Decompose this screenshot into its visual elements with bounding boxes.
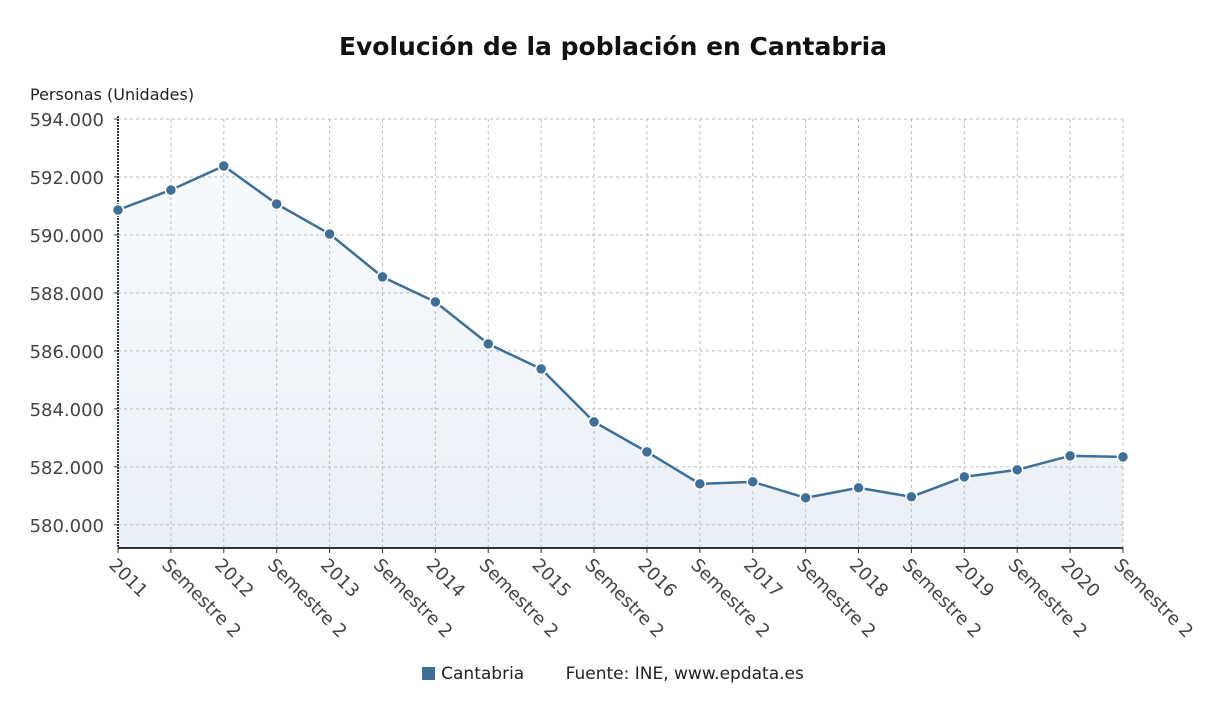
y-tick-label: 584.000: [30, 400, 104, 421]
y-tick-label: 580.000: [30, 516, 104, 537]
data-point: [376, 270, 389, 284]
data-point: [482, 337, 495, 351]
source-note: Fuente: INE, www.epdata.es: [565, 664, 804, 684]
data-point: [905, 490, 918, 504]
y-tick-label: 588.000: [30, 284, 104, 305]
data-point: [1010, 463, 1024, 477]
y-tick-label: 592.000: [30, 168, 104, 189]
x-tick-label: 2020: [1057, 555, 1104, 602]
data-point: [323, 227, 336, 241]
x-tick-label: 2016: [633, 555, 680, 602]
legend-label: Cantabria: [441, 664, 525, 684]
x-tick-label: 2011: [104, 555, 151, 602]
data-point: [270, 197, 283, 211]
x-tick-label: 2014: [422, 555, 469, 602]
chart-title: Evolución de la población en Cantabria: [338, 32, 888, 61]
x-tick-label: 2017: [739, 555, 786, 602]
series-line: [117, 164, 1124, 500]
x-tick-label: Semestre 2: [1109, 555, 1197, 643]
x-tick-label: 2015: [528, 555, 575, 602]
data-point: [693, 477, 707, 491]
x-tick-label: 2012: [210, 555, 257, 602]
data-point: [746, 475, 759, 489]
y-tick-label: 594.000: [30, 110, 104, 131]
data-point: [587, 415, 601, 429]
y-tick-label: 582.000: [30, 458, 104, 479]
y-tick-label: 590.000: [30, 226, 104, 247]
data-point: [1116, 450, 1130, 464]
y-axis-label: Personas (Unidades): [30, 85, 195, 104]
data-point: [534, 362, 548, 376]
data-point: [640, 445, 654, 459]
data-point: [852, 481, 865, 495]
data-point: [111, 203, 125, 217]
legend: Cantabria Fuente: INE, www.epdata.es: [0, 664, 1226, 684]
x-tick-label: 2013: [316, 555, 363, 602]
legend-swatch: [422, 667, 436, 680]
data-point: [217, 159, 231, 173]
data-point: [164, 183, 178, 197]
y-tick-label: 586.000: [30, 342, 104, 363]
line-chart: 580.000 582.000 584.000 586.000 588.000 590.0…: [30, 110, 1197, 643]
data-point: [958, 470, 971, 484]
x-tick-label: 2018: [845, 555, 892, 602]
area-fill: [118, 165, 1123, 548]
x-tick-label: 2019: [951, 555, 998, 602]
data-point: [1063, 449, 1077, 463]
data-point: [799, 491, 812, 505]
data-point: [429, 295, 442, 309]
